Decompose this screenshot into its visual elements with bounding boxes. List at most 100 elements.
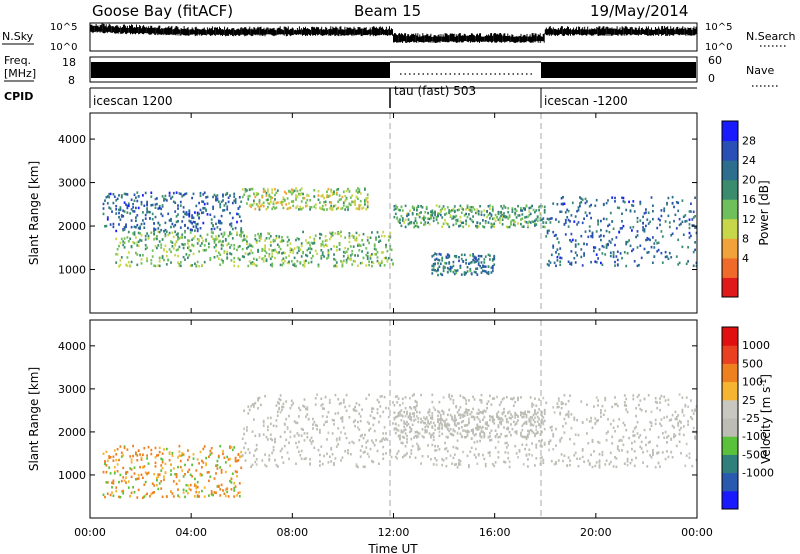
velocity-cell	[316, 428, 318, 431]
velocity-cell	[184, 463, 186, 467]
power-cell	[688, 210, 691, 213]
power-cell	[271, 191, 274, 194]
power-cell	[528, 206, 531, 210]
power-cell	[115, 199, 118, 202]
velocity-cell	[417, 420, 420, 424]
velocity-cell	[226, 490, 229, 494]
velocity-cell	[521, 424, 524, 427]
velocity-cell	[468, 399, 470, 402]
power-cell	[289, 206, 292, 209]
power-cell	[205, 248, 207, 252]
velocity-cell	[156, 479, 158, 482]
velocity-cell	[282, 461, 285, 464]
velocity-cell	[462, 429, 465, 432]
velocity-cell	[677, 414, 680, 417]
power-cell	[278, 245, 281, 248]
beam-label: Beam 15	[354, 2, 421, 20]
velocity-cell	[494, 446, 497, 449]
power-cell	[583, 242, 585, 246]
power-cell	[181, 233, 184, 236]
velocity-cell	[534, 420, 536, 424]
power-cell	[660, 209, 663, 212]
velocity-cell	[366, 452, 369, 456]
power-cell	[376, 231, 379, 234]
power-cell	[342, 190, 345, 194]
velocity-cell	[373, 429, 376, 433]
power-cell	[209, 258, 212, 262]
power-cell	[595, 253, 598, 256]
velocity-cell	[483, 415, 486, 419]
velocity-cell	[399, 436, 401, 440]
frequency-block-1	[91, 62, 390, 78]
velocity-cell	[380, 395, 383, 398]
power-cell	[355, 207, 358, 210]
power-cell	[389, 248, 392, 251]
velocity-cell	[372, 416, 375, 420]
velocity-cell	[616, 447, 619, 451]
power-cell	[226, 208, 229, 211]
power-cell	[626, 240, 629, 244]
power-cell	[549, 221, 552, 224]
power-cell	[189, 231, 192, 234]
velocity-cell	[466, 429, 469, 432]
velocity-cell	[563, 394, 566, 397]
velocity-cell	[507, 426, 510, 430]
velocity-cell	[441, 418, 444, 421]
velocity-cell	[319, 453, 321, 457]
power-cell	[477, 254, 480, 258]
velocity-cell	[614, 430, 616, 433]
velocity-cell	[510, 413, 512, 416]
velocity-cell	[413, 415, 415, 418]
power-cell	[413, 225, 415, 229]
velocity-cell	[459, 463, 462, 466]
power-cell	[189, 228, 192, 231]
velocity-cell	[362, 436, 365, 440]
velocity-cell	[607, 430, 609, 433]
velocity-cell	[319, 464, 321, 467]
velocity-cell	[410, 407, 413, 410]
power-cell	[441, 256, 444, 260]
power-cell	[369, 236, 372, 239]
velocity-cell	[224, 461, 227, 464]
power-cell	[105, 196, 108, 199]
power-cell	[380, 251, 383, 254]
velocity-cell	[224, 470, 227, 474]
power-cell	[452, 223, 455, 227]
velocity-cell	[156, 454, 158, 457]
velocity-cell	[410, 452, 413, 455]
power-cell	[371, 231, 373, 234]
power-cell	[300, 200, 303, 203]
power-cell	[404, 218, 407, 222]
power-cell	[142, 254, 144, 257]
velocity-cell	[254, 434, 257, 438]
power-cell	[254, 237, 257, 241]
power-cell	[212, 224, 214, 227]
power-cell	[125, 192, 127, 196]
power-cell	[501, 214, 504, 217]
power-cell	[477, 225, 480, 228]
velocity-cell	[465, 435, 467, 439]
velocity-cell	[372, 460, 375, 464]
velocity-cell	[456, 431, 459, 435]
power-cell	[309, 244, 311, 247]
velocity-cell	[203, 445, 206, 448]
power-cell	[452, 215, 455, 218]
power-cell	[102, 202, 105, 206]
velocity-cell	[236, 475, 238, 478]
power-cell	[378, 261, 380, 265]
power-cell	[333, 264, 335, 268]
power-cell	[233, 247, 236, 250]
power-cell	[385, 243, 387, 247]
power-cell	[268, 237, 271, 240]
velocity-cell	[154, 461, 157, 465]
power-cell	[151, 218, 154, 221]
power-cell	[236, 233, 238, 237]
power-cell	[365, 197, 368, 200]
velocity-cell	[153, 491, 155, 494]
power-cell	[685, 219, 688, 223]
velocity-cell	[437, 427, 439, 430]
power-cell	[102, 212, 105, 216]
power-cell	[289, 250, 292, 254]
power-cell	[349, 196, 352, 199]
